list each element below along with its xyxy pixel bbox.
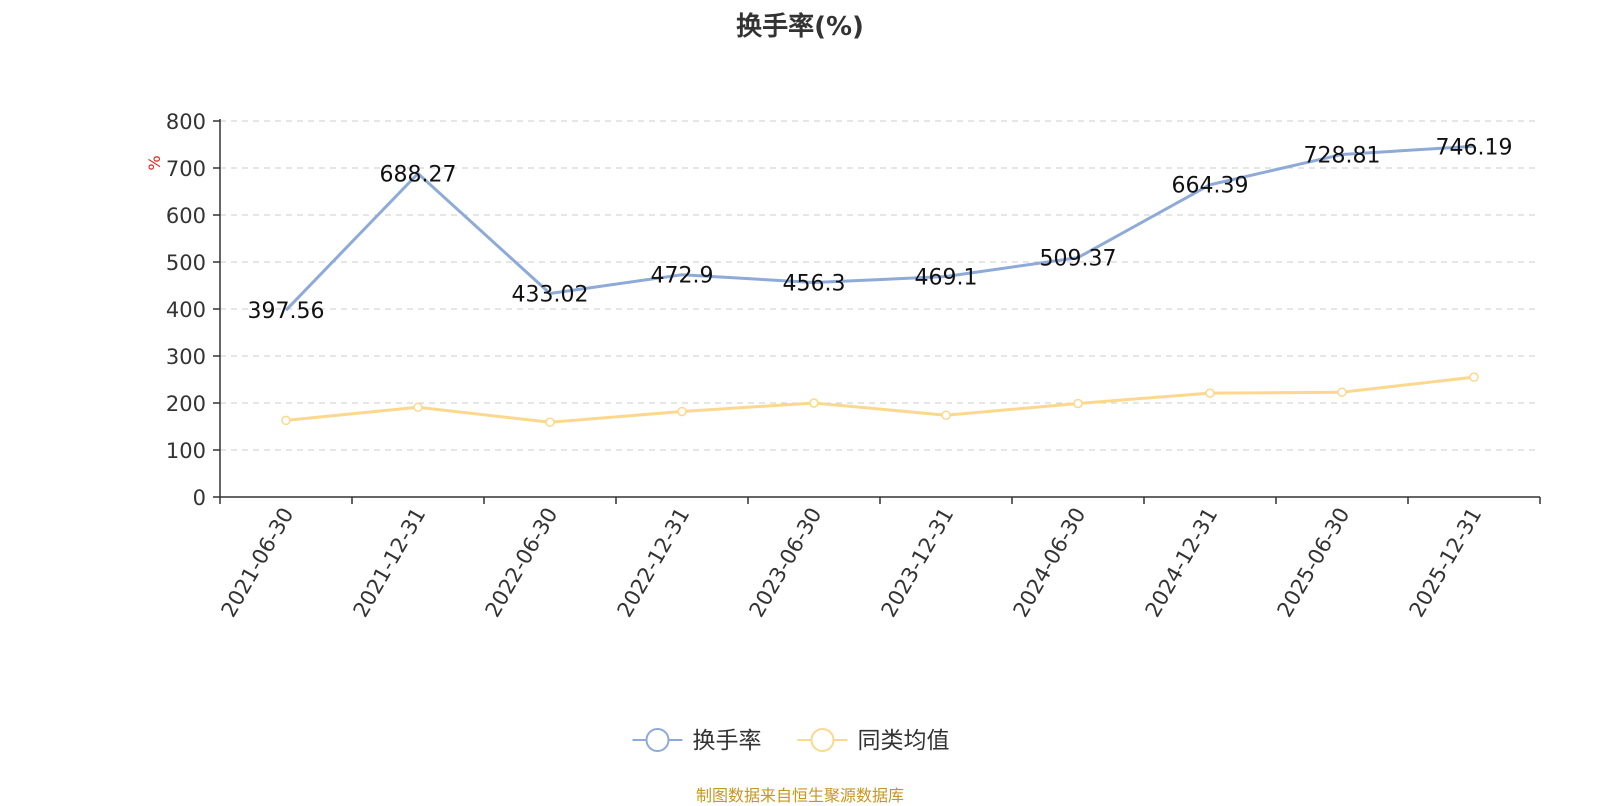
data-label: 728.81: [1304, 143, 1381, 168]
x-tick-label: 2021-12-31: [349, 504, 431, 622]
series-point: [1337, 387, 1347, 397]
y-tick-label: 800: [166, 110, 206, 134]
y-tick-label: 300: [166, 345, 206, 369]
series-point: [941, 410, 951, 420]
y-tick-label: 0: [193, 486, 206, 510]
legend[interactable]: 换手率 同类均值: [632, 728, 950, 754]
x-tick-label: 2022-06-30: [481, 504, 563, 622]
data-label: 433.02: [512, 282, 589, 307]
chart-title: 换手率(%): [736, 12, 864, 42]
data-label: 664.39: [1172, 174, 1249, 199]
legend-item-1[interactable]: 同类均值: [797, 728, 950, 754]
data-label: 746.19: [1436, 135, 1513, 160]
y-tick-label: 100: [166, 439, 206, 463]
x-tick-label: 2023-06-30: [745, 504, 827, 622]
series-point: [809, 398, 819, 408]
y-tick-label: 700: [166, 157, 206, 181]
x-tick-label: 2022-12-31: [613, 504, 695, 622]
x-tick-label: 2025-06-30: [1273, 504, 1355, 622]
data-label: 509.37: [1040, 247, 1117, 272]
legend-label: 换手率: [693, 728, 762, 754]
data-label: 469.1: [915, 266, 978, 291]
data-label: 472.9: [651, 264, 714, 289]
y-tick-label: 200: [166, 392, 206, 416]
series-point: [677, 406, 687, 417]
data-label: 397.56: [248, 299, 325, 324]
series-point: [1073, 398, 1083, 409]
series-point: [413, 402, 423, 412]
data-labels: 397.56 688.27 433.02 472.9 456.3 469.1 509.37 6…: [248, 135, 1513, 324]
series-line-0: [284, 144, 1475, 312]
x-tick-label: 2021-06-30: [217, 504, 299, 622]
series-point: [1469, 372, 1479, 382]
series-point: [281, 415, 291, 426]
y-tick-label: 400: [166, 298, 206, 322]
axes: 0 100 200 300 400 500 600 700 800% 2021-06-30 2021…: [145, 110, 1541, 622]
x-tick-label: 2023-12-31: [877, 504, 959, 622]
x-tick-label: 2024-06-30: [1009, 504, 1091, 622]
data-label: 456.3: [783, 272, 846, 297]
grid-lines: [220, 120, 1540, 451]
series-line-1: [285, 375, 1475, 424]
data-label: 688.27: [380, 163, 457, 188]
legend-swatch-circle: [810, 728, 835, 752]
series-point: [545, 417, 555, 428]
x-tick-label: 2025-12-31: [1405, 504, 1487, 622]
y-tick-label: 500: [166, 251, 206, 275]
source-note: 制图数据来自恒生聚源数据库: [695, 786, 904, 805]
series-point: [1205, 388, 1215, 398]
series-lines: [281, 144, 1479, 428]
legend-label: 同类均值: [858, 728, 950, 754]
legend-item-0[interactable]: 换手率: [632, 728, 762, 754]
legend-swatch-circle: [645, 728, 670, 752]
x-tick-label: 2024-12-31: [1141, 504, 1223, 622]
y-axis-label: %: [145, 155, 164, 170]
y-tick-label: 600: [166, 204, 206, 228]
